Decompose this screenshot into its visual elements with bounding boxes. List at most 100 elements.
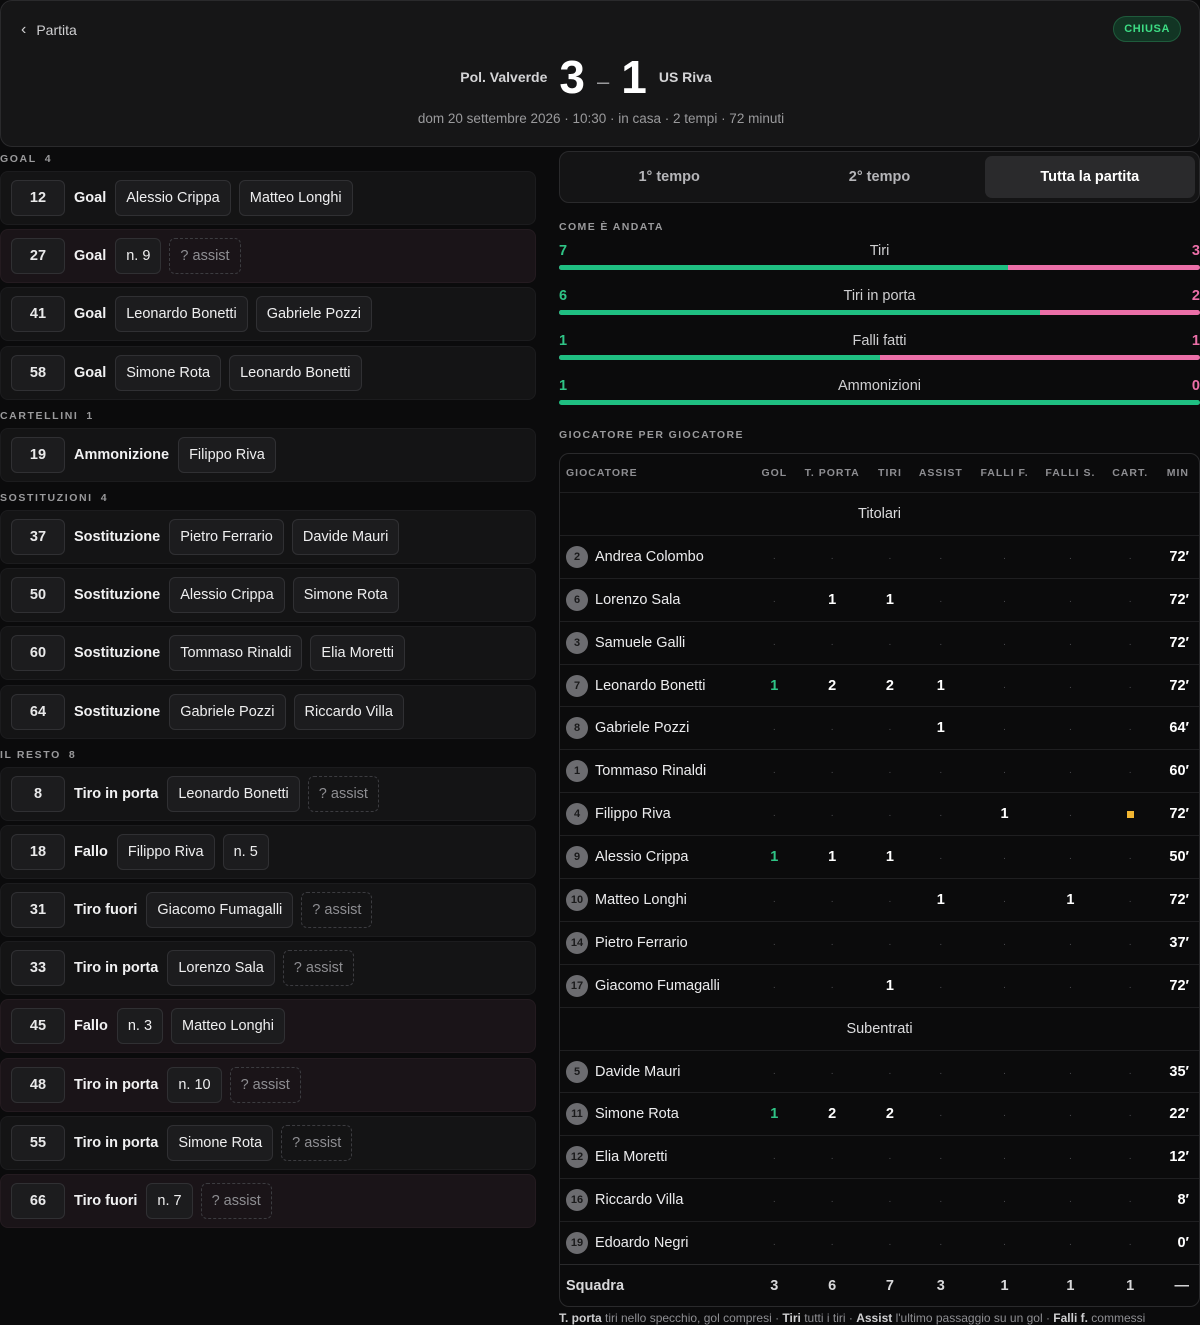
player-chip[interactable]: Davide Mauri (291, 518, 400, 555)
stat-cell: · (796, 892, 868, 908)
event-minute[interactable]: 18 (11, 833, 65, 870)
assist-placeholder[interactable]: ? assist (301, 892, 373, 929)
event-minute[interactable]: 45 (11, 1008, 65, 1045)
player-chip[interactable]: Simone Rota (115, 354, 222, 391)
player-row[interactable]: 17 Giacomo Fumagalli · · 1 · · · · 72′ (560, 963, 1199, 1007)
empty-dot: · (939, 938, 943, 950)
event-type: Tiro in porta (74, 1076, 159, 1093)
empty-dot: · (772, 810, 776, 822)
assist-placeholder[interactable]: ? assist (281, 1124, 353, 1161)
event-row[interactable]: 27 Goal n. 9? assist (0, 229, 536, 284)
player-chip[interactable]: Leonardo Bonetti (229, 354, 362, 391)
event-row[interactable]: 60 Sostituzione Tommaso Rinaldi Elia Morett… (0, 626, 536, 681)
empty-dot: · (772, 767, 776, 779)
stat-bar (559, 265, 1200, 270)
event-minute[interactable]: 8 (11, 775, 65, 812)
event-row[interactable]: 18 Fallo Filippo Riva n. 5 (0, 824, 536, 879)
player-chip[interactable]: n. 9 (115, 238, 162, 275)
player-row[interactable]: 7 Leonardo Bonetti 1 2 2 1 · · · 72′ (560, 663, 1199, 707)
event-row[interactable]: 45 Fallo n. 3 Matteo Longhi (0, 999, 536, 1054)
event-row[interactable]: 8 Tiro in porta Leonardo Bonetti? assist (0, 766, 536, 821)
event-minute[interactable]: 31 (11, 892, 65, 929)
event-row[interactable]: 33 Tiro in porta Lorenzo Sala? assist (0, 941, 536, 996)
group-header: Titolari (560, 492, 1199, 535)
player-row[interactable]: 4 Filippo Riva · · · · 1 · 72′ (560, 792, 1199, 835)
event-row[interactable]: 12 Goal Alessio Crippa Matteo Longhi (0, 171, 536, 225)
player-chip[interactable]: Pietro Ferrario (169, 518, 284, 555)
player-chip[interactable]: n. 3 (116, 1008, 164, 1045)
event-minute[interactable]: 12 (11, 180, 65, 216)
assist-placeholder[interactable]: ? assist (200, 1183, 272, 1219)
stat-cell: · (796, 1192, 868, 1208)
event-type: Tiro in porta (74, 960, 159, 977)
assist-placeholder[interactable]: ? assist (169, 238, 241, 275)
player-row[interactable]: 12 Elia Moretti · · · · · · · 12′ (560, 1135, 1199, 1178)
player-row[interactable]: 16 Riccardo Villa · · · · · · · 8′ (560, 1178, 1199, 1221)
player-row[interactable]: 2 Andrea Colombo · · · · · · · 72′ (560, 534, 1199, 578)
player-row[interactable]: 19 Edoardo Negri · · · · · · · 0′ (560, 1221, 1199, 1264)
event-row[interactable]: 41 Goal Leonardo Bonetti Gabriele Pozzi (0, 287, 536, 342)
stat-cell: · (868, 1149, 912, 1165)
player-row[interactable]: 1 Tommaso Rinaldi · · · · · · · 60′ (560, 749, 1199, 792)
stat-cell: 1 (912, 892, 970, 908)
player-chip[interactable]: Gabriele Pozzi (255, 296, 372, 333)
assist-placeholder[interactable]: ? assist (282, 950, 354, 987)
player-chip[interactable]: n. 10 (167, 1066, 222, 1103)
event-minute[interactable]: 64 (11, 693, 65, 730)
player-chip[interactable]: Filippo Riva (116, 833, 215, 870)
event-row[interactable]: 66 Tiro fuori n. 7? assist (0, 1174, 536, 1228)
player-chip[interactable]: Elia Moretti (310, 635, 405, 672)
player-chip[interactable]: Giacomo Fumagalli (146, 892, 294, 929)
event-minute[interactable]: 60 (11, 635, 65, 672)
event-row[interactable]: 58 Goal Simone Rota Leonardo Bonetti (0, 345, 536, 400)
player-row[interactable]: 9 Alessio Crippa 1 1 1 · · · · 50′ (560, 835, 1199, 878)
player-chip[interactable]: Alessio Crippa (169, 577, 285, 614)
event-row[interactable]: 31 Tiro fuori Giacomo Fumagalli? assist (0, 883, 536, 938)
event-minute[interactable]: 55 (11, 1124, 65, 1161)
event-row[interactable]: 48 Tiro in porta n. 10? assist (0, 1057, 536, 1112)
tab-2[interactable]: 2° tempo (848, 169, 911, 185)
event-minute[interactable]: 33 (11, 950, 65, 987)
event-minute[interactable]: 27 (11, 238, 65, 275)
empty-dot: · (939, 1110, 943, 1122)
event-row[interactable]: 37 Sostituzione Pietro Ferrario Davide Maur… (0, 509, 536, 564)
event-row[interactable]: 50 Sostituzione Alessio Crippa Simone Rota (0, 568, 536, 623)
event-minute[interactable]: 58 (11, 354, 65, 391)
event-minute[interactable]: 66 (11, 1183, 65, 1219)
player-row[interactable]: 6 Lorenzo Sala · 1 1 · · · · 72′ (560, 577, 1199, 621)
player-chip[interactable]: n. 7 (146, 1183, 193, 1219)
player-row[interactable]: 5 Davide Mauri · · · · · · · 35′ (560, 1049, 1199, 1093)
player-row[interactable]: 10 Matteo Longhi · · · 1 · 1 · 72′ (560, 878, 1199, 921)
player-chip[interactable]: Leonardo Bonetti (167, 775, 300, 812)
player-chip[interactable]: Leonardo Bonetti (115, 296, 248, 333)
event-minute[interactable]: 41 (11, 296, 65, 333)
player-chip[interactable]: Simone Rota (292, 577, 399, 614)
player-chip[interactable]: Tommaso Rinaldi (169, 635, 303, 672)
tab-1[interactable]: 1° tempo (638, 169, 700, 185)
event-minute[interactable]: 19 (11, 436, 65, 473)
player-chip[interactable]: Matteo Longhi (171, 1008, 285, 1045)
player-chip[interactable]: Riccardo Villa (293, 693, 404, 730)
empty-dot: · (888, 1196, 892, 1208)
assist-placeholder[interactable]: ? assist (307, 775, 379, 812)
event-row[interactable]: 19 Ammonizione Filippo Riva (0, 427, 536, 482)
player-row[interactable]: 3 Samuele Galli · · · · · · · 72′ (560, 620, 1199, 664)
player-row[interactable]: 14 Pietro Ferrario · · · · · · · 37′ (560, 920, 1199, 964)
tab-3[interactable]: Tutta la partita (984, 156, 1195, 198)
player-chip[interactable]: Lorenzo Sala (167, 950, 275, 987)
back-button[interactable]: ‹ Partita (21, 21, 77, 39)
player-chip[interactable]: Simone Rota (167, 1124, 274, 1161)
player-chip[interactable]: n. 5 (222, 833, 269, 870)
event-row[interactable]: 64 Sostituzione Gabriele Pozzi Riccardo Vil… (0, 684, 536, 739)
event-minute[interactable]: 48 (11, 1066, 65, 1103)
event-minute[interactable]: 50 (11, 577, 65, 614)
player-chip[interactable]: Matteo Longhi (238, 180, 353, 216)
player-row[interactable]: 8 Gabriele Pozzi · · · 1 · · · 64′ (560, 706, 1199, 749)
event-row[interactable]: 55 Tiro in porta Simone Rota? assist (0, 1115, 536, 1170)
player-chip[interactable]: Gabriele Pozzi (169, 693, 286, 730)
player-row[interactable]: 11 Simone Rota 1 2 2 · · · · 22′ (560, 1092, 1199, 1135)
event-minute[interactable]: 37 (11, 518, 65, 555)
player-chip[interactable]: Alessio Crippa (115, 180, 231, 216)
assist-placeholder[interactable]: ? assist (229, 1066, 301, 1103)
player-chip[interactable]: Filippo Riva (178, 436, 276, 473)
